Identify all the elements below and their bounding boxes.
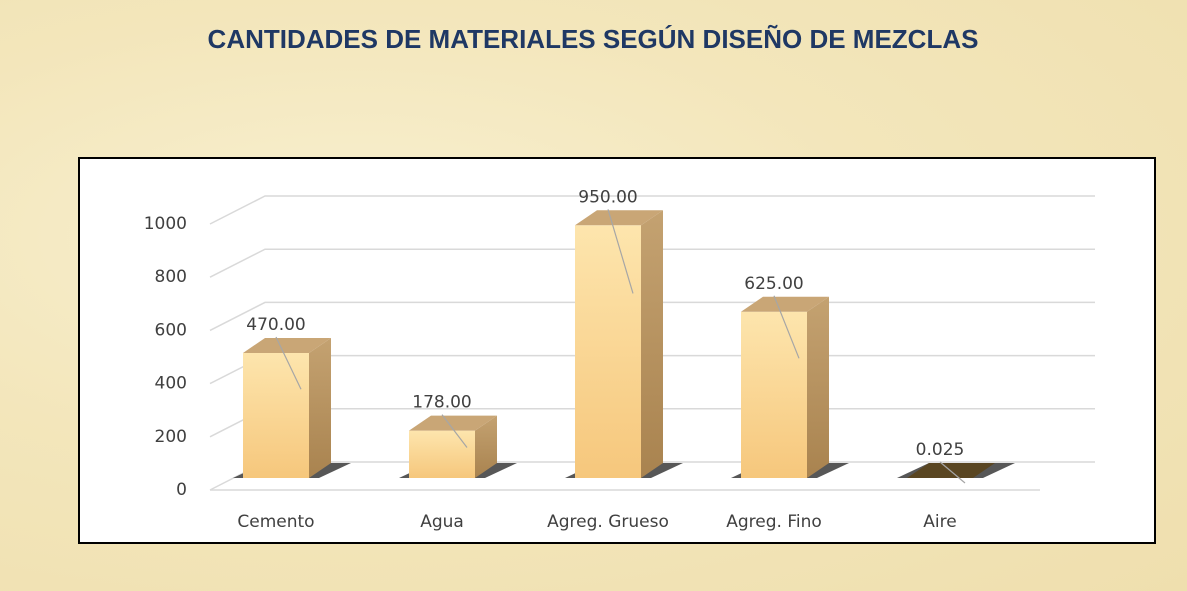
bar-top bbox=[741, 296, 829, 312]
grid-line bbox=[209, 195, 1095, 225]
leader-line bbox=[275, 336, 302, 390]
bar bbox=[741, 311, 807, 478]
x-tick-label: Agreg. Fino bbox=[726, 512, 822, 532]
x-tick-label: Cemento bbox=[237, 512, 314, 532]
data-label: 625.00 bbox=[744, 274, 803, 294]
x-tick-label: Agreg. Grueso bbox=[547, 512, 669, 532]
bar bbox=[243, 352, 309, 478]
bar-side bbox=[973, 462, 995, 478]
bar-side bbox=[807, 296, 829, 478]
y-tick-label: 1000 bbox=[144, 214, 187, 234]
bar-side bbox=[641, 210, 663, 479]
data-label: 470.00 bbox=[246, 315, 305, 335]
bar-side bbox=[309, 337, 331, 478]
bar bbox=[575, 225, 641, 478]
bar bbox=[409, 430, 475, 478]
data-label: 0.025 bbox=[916, 440, 965, 460]
grid-line bbox=[209, 248, 1095, 278]
chart-title: CANTIDADES DE MATERIALES SEGÚN DISEÑO DE… bbox=[207, 24, 979, 54]
x-tick-label: Aire bbox=[923, 512, 956, 532]
leader-line bbox=[939, 461, 966, 484]
bar-top bbox=[575, 210, 663, 226]
leader-line bbox=[773, 295, 800, 359]
y-tick-label: 0 bbox=[176, 480, 187, 500]
y-tick-label: 400 bbox=[155, 374, 187, 394]
y-tick-label: 600 bbox=[155, 320, 187, 340]
data-label: 178.00 bbox=[412, 393, 471, 413]
bar-top bbox=[243, 337, 331, 353]
x-tick-label: Agua bbox=[420, 512, 464, 532]
leader-line bbox=[607, 209, 634, 294]
bar-side bbox=[475, 415, 497, 478]
data-label: 950.00 bbox=[578, 187, 637, 207]
bar-top bbox=[409, 415, 497, 431]
y-tick-label: 800 bbox=[155, 267, 187, 287]
leader-line bbox=[441, 414, 468, 448]
y-tick-label: 200 bbox=[155, 427, 187, 447]
